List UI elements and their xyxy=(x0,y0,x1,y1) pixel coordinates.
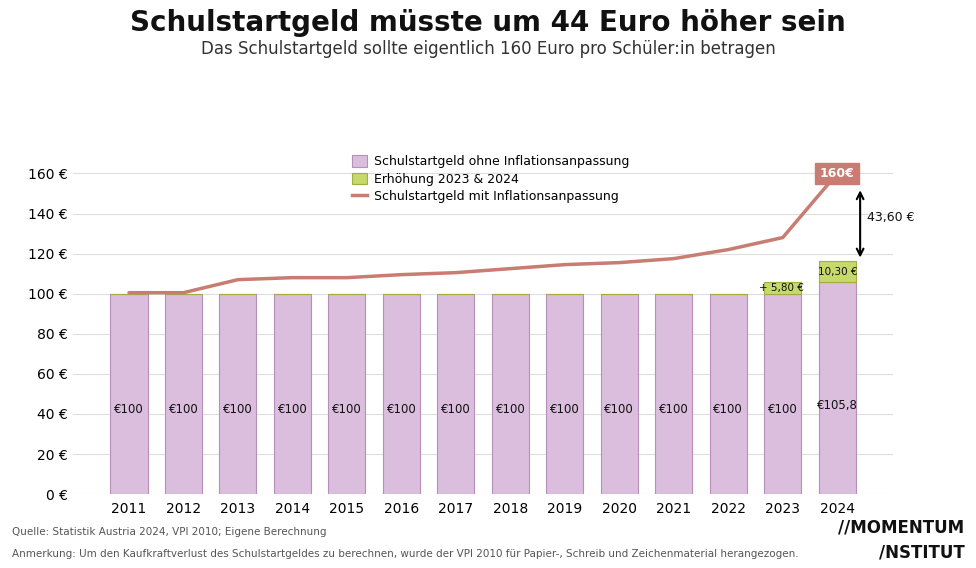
Bar xyxy=(655,294,692,494)
Bar xyxy=(437,294,474,494)
Text: 43,60 €: 43,60 € xyxy=(867,211,915,224)
Text: €100: €100 xyxy=(332,403,362,416)
Bar xyxy=(110,294,147,494)
Bar xyxy=(547,294,584,494)
Text: €100: €100 xyxy=(277,403,307,416)
Text: €100: €100 xyxy=(604,403,634,416)
Text: €100: €100 xyxy=(386,403,417,416)
Text: Quelle: Statistik Austria 2024, VPI 2010; Eigene Berechnung: Quelle: Statistik Austria 2024, VPI 2010… xyxy=(12,527,326,537)
Text: Das Schulstartgeld sollte eigentlich 160 Euro pro Schüler:in betragen: Das Schulstartgeld sollte eigentlich 160… xyxy=(201,40,775,58)
Bar xyxy=(819,261,856,282)
Bar xyxy=(764,294,801,494)
Text: €100: €100 xyxy=(441,403,470,416)
Text: 10,30 €: 10,30 € xyxy=(818,267,857,277)
Text: €100: €100 xyxy=(549,403,580,416)
Text: €100: €100 xyxy=(659,403,689,416)
Bar xyxy=(819,282,856,494)
Text: €100: €100 xyxy=(713,403,743,416)
Text: €100: €100 xyxy=(169,403,198,416)
Text: Anmerkung: Um den Kaufkraftverlust des Schulstartgeldes zu berechnen, wurde der : Anmerkung: Um den Kaufkraftverlust des S… xyxy=(12,549,798,559)
Text: €100: €100 xyxy=(224,403,253,416)
Text: €100: €100 xyxy=(114,403,143,416)
Bar xyxy=(220,294,257,494)
Bar xyxy=(492,294,529,494)
Text: €100: €100 xyxy=(496,403,525,416)
Bar xyxy=(274,294,311,494)
Legend: Schulstartgeld ohne Inflationsanpassung, Erhöhung 2023 & 2024, Schulstartgeld mi: Schulstartgeld ohne Inflationsanpassung,… xyxy=(350,153,631,206)
Text: /NSTITUT: /NSTITUT xyxy=(878,543,964,561)
Text: Schulstartgeld müsste um 44 Euro höher sein: Schulstartgeld müsste um 44 Euro höher s… xyxy=(130,9,846,36)
Text: //MOMENTUM: //MOMENTUM xyxy=(838,519,964,537)
Bar xyxy=(601,294,638,494)
Text: €105,8: €105,8 xyxy=(817,399,858,412)
Bar xyxy=(710,294,747,494)
Bar xyxy=(764,282,801,294)
Text: 160€: 160€ xyxy=(820,167,855,180)
Bar xyxy=(165,294,202,494)
Text: + 5,80 €: + 5,80 € xyxy=(758,283,803,293)
Bar xyxy=(328,294,365,494)
Text: €100: €100 xyxy=(768,403,797,416)
Bar xyxy=(383,294,420,494)
